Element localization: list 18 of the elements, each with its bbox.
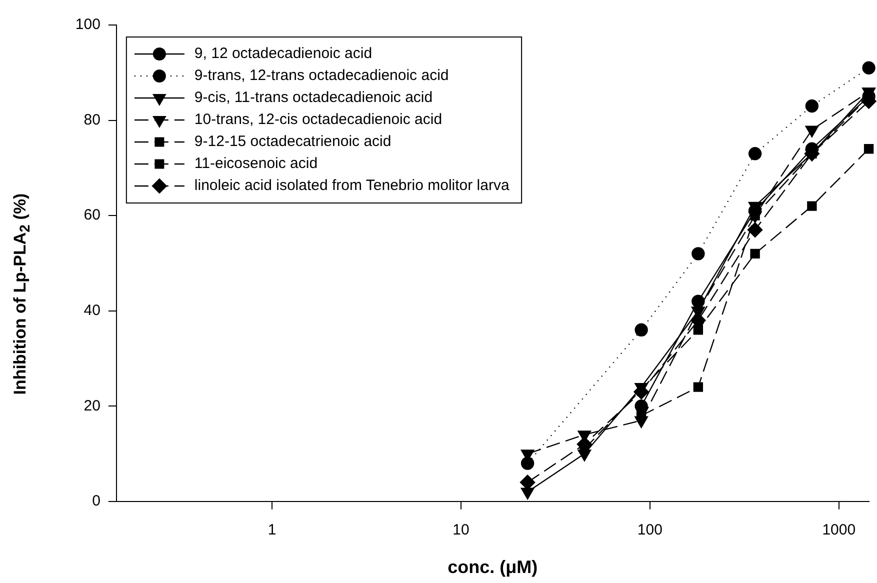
y-tick-label: 80 <box>84 111 100 128</box>
y-tick-label: 0 <box>92 492 100 510</box>
x-tick-label: 100 <box>637 522 662 539</box>
x-tick-label: 10 <box>452 522 470 539</box>
legend-label: 9-cis, 11-trans octadecadienoic acid <box>194 89 433 106</box>
y-tick-label: 40 <box>84 302 100 319</box>
x-tick-label: 1 <box>268 522 276 539</box>
y-tick-label: 20 <box>84 397 100 414</box>
legend-label: 11-eicosenoic acid <box>194 155 318 172</box>
x-axis-title: conc. (μM) <box>448 557 538 578</box>
x-tick-label: 1000 <box>822 522 856 539</box>
legend-label: 9-12-15 octadecatrienoic acid <box>194 133 392 150</box>
y-tick-label: 60 <box>84 206 100 224</box>
legend-label: 9-trans, 12-trans octadecadienoic acid <box>194 67 449 84</box>
legend-label: 9, 12 octadecadienoic acid <box>194 45 372 62</box>
legend-label: linoleic acid isolated from Tenebrio molitor larva <box>194 177 510 194</box>
y-tick-label: 100 <box>75 16 100 34</box>
legend-label: 10-trans, 12-cis octadecadienoic acid <box>194 111 442 128</box>
